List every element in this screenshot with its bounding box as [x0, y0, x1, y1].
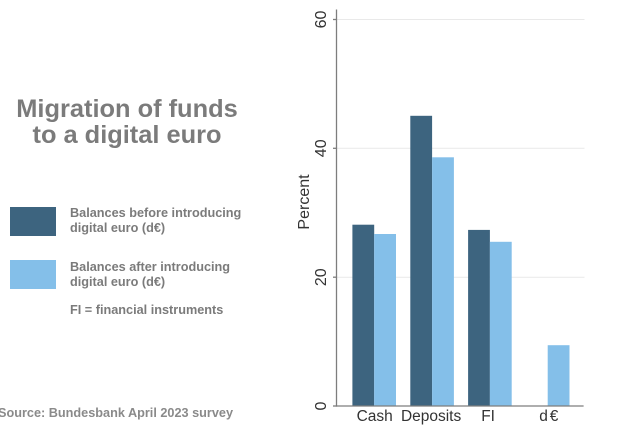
svg-text:60: 60	[313, 11, 330, 29]
svg-text:0: 0	[313, 401, 330, 410]
svg-text:Deposits: Deposits	[401, 408, 462, 425]
svg-text:20: 20	[313, 268, 330, 286]
svg-text:FI: FI	[481, 408, 495, 425]
svg-text:Cash: Cash	[357, 408, 393, 425]
svg-text:40: 40	[313, 139, 330, 157]
svg-text:Percent: Percent	[296, 174, 313, 230]
svg-text:d€: d€	[539, 408, 560, 425]
